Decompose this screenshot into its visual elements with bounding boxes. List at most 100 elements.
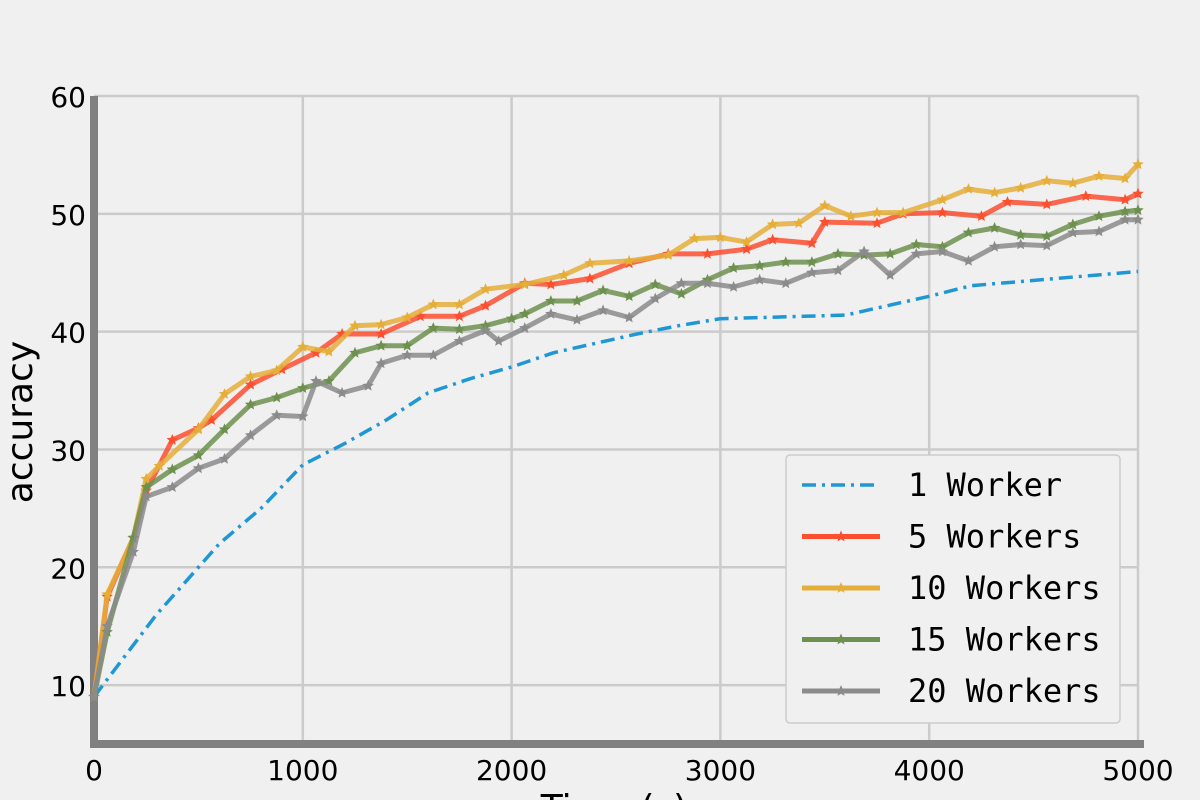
legend-label: 10 Workers: [908, 569, 1101, 607]
legend-item: 1 Worker: [802, 466, 1062, 504]
data-point: [101, 588, 113, 600]
x-tick-label: 0: [85, 754, 103, 787]
x-axis-label: Time (s): [540, 788, 687, 800]
y-tick-label: 30: [50, 434, 86, 467]
data-point: [688, 232, 700, 244]
data-point: [571, 313, 583, 325]
data-point: [1119, 213, 1131, 225]
data-point: [1014, 238, 1027, 250]
data-point: [401, 339, 413, 351]
data-point: [806, 237, 818, 249]
data-point: [962, 226, 975, 238]
legend-item: 15 Workers: [802, 621, 1101, 659]
data-point: [1041, 230, 1053, 242]
series-line: [91, 162, 1140, 698]
data-point: [1093, 210, 1105, 221]
data-point: [1119, 172, 1131, 184]
data-point: [153, 459, 166, 471]
data-point: [127, 531, 139, 543]
data-point: [310, 375, 322, 386]
y-tick-label: 10: [50, 670, 86, 703]
data-point: [597, 284, 609, 296]
y-tick-label: 40: [50, 317, 86, 350]
data-point: [166, 481, 178, 492]
data-point: [218, 388, 231, 399]
data-point: [936, 245, 949, 257]
data-point: [192, 449, 205, 461]
data-point: [1119, 193, 1131, 205]
data-point: [806, 266, 818, 278]
data-point: [571, 295, 583, 306]
data-point: [675, 287, 688, 299]
legend-item: 5 Workers: [802, 518, 1081, 556]
data-point: [962, 183, 975, 194]
data-point: [884, 247, 896, 259]
data-point: [244, 429, 257, 441]
data-point: [414, 310, 427, 322]
data-point: [962, 254, 975, 266]
data-point: [545, 295, 557, 306]
data-point: [701, 277, 714, 289]
data-point: [701, 247, 714, 259]
data-point: [584, 272, 596, 284]
data-point: [858, 245, 870, 257]
data-point: [140, 481, 152, 492]
data-point: [649, 278, 661, 290]
data-point: [910, 238, 922, 250]
data-point: [936, 206, 949, 218]
x-tick-label: 4000: [894, 754, 965, 787]
data-point: [519, 278, 531, 290]
data-point: [192, 462, 205, 474]
data-point: [375, 328, 387, 339]
data-point: [453, 310, 466, 322]
data-point: [936, 193, 949, 205]
data-point: [988, 186, 1001, 198]
data-point: [427, 322, 439, 333]
data-point: [740, 243, 753, 254]
y-tick-label: 20: [50, 552, 86, 585]
data-point: [336, 386, 348, 398]
data-point: [323, 345, 335, 357]
data-point: [766, 233, 779, 245]
data-point: [662, 249, 674, 260]
data-point: [832, 247, 844, 259]
data-point: [1132, 204, 1144, 216]
data-point: [1132, 158, 1144, 170]
x-tick-label: 5000: [1102, 754, 1173, 787]
data-point: [819, 216, 831, 227]
data-point: [244, 370, 257, 382]
data-point: [649, 292, 661, 304]
data-point: [166, 463, 178, 475]
data-point: [297, 410, 309, 422]
legend-label: 5 Workers: [908, 518, 1081, 556]
data-point: [819, 199, 831, 211]
legend-item: 20 Workers: [802, 672, 1101, 710]
data-point: [205, 414, 218, 425]
data-point: [884, 269, 896, 280]
data-point: [427, 349, 439, 361]
y-tick-label: 60: [50, 81, 86, 114]
data-point: [793, 217, 805, 229]
data-point: [127, 546, 139, 557]
data-point: [140, 490, 152, 502]
data-point: [1041, 198, 1053, 210]
data-point: [780, 277, 792, 289]
data-point: [375, 318, 387, 330]
data-point: [753, 273, 766, 285]
data-point: [453, 335, 466, 346]
data-point: [806, 256, 818, 267]
data-point: [871, 217, 883, 229]
data-point: [362, 379, 374, 391]
data-point: [427, 298, 439, 310]
data-point: [218, 452, 231, 464]
data-point: [545, 278, 557, 290]
data-point: [910, 247, 922, 259]
data-point: [1119, 205, 1131, 217]
data-point: [727, 262, 740, 273]
series-line: [92, 269, 1139, 698]
data-point: [584, 257, 596, 269]
data-point: [780, 256, 792, 267]
data-point: [166, 434, 178, 445]
data-point: [988, 222, 1001, 233]
data-point: [1014, 229, 1027, 240]
